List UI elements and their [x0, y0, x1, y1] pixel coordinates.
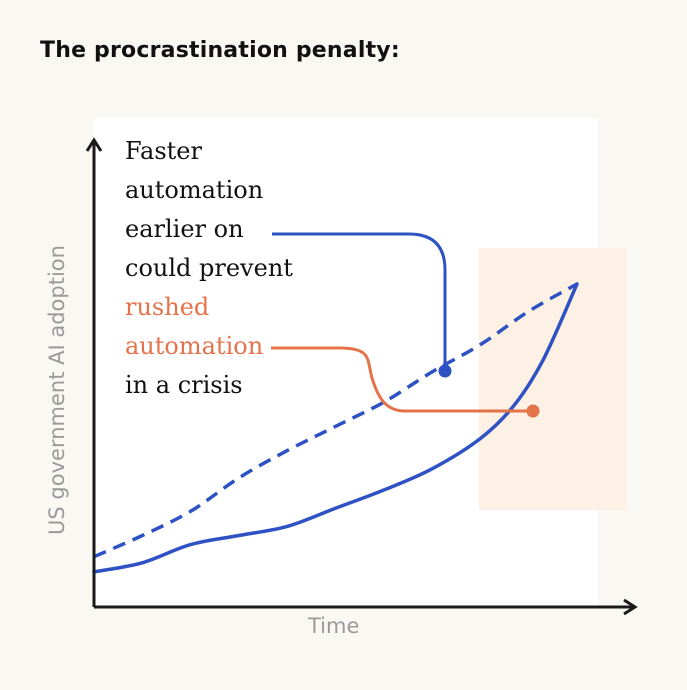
page-title: The procrastination penalty: [40, 38, 400, 63]
y-axis-arrow [85, 137, 103, 152]
annotation-line: Faster [125, 137, 202, 165]
y-axis-label: US government AI adoption [45, 245, 69, 535]
annotation-leader-blue [272, 232, 447, 371]
annotation-line-accent: rushed [125, 293, 210, 321]
crisis-highlight-region [479, 248, 627, 510]
annotation-line: in a crisis [125, 371, 243, 399]
annotation-line-accent: automation [125, 332, 264, 360]
axes [85, 137, 638, 616]
annotation-point-blue [438, 364, 452, 378]
x-axis-arrow [623, 598, 638, 616]
series-line-faster-automation [93, 282, 578, 559]
series-line-current-adoption [92, 282, 579, 574]
annotation-line: earlier on [125, 215, 244, 243]
annotation-line: automation [125, 176, 264, 204]
annotation-point-orange [526, 404, 540, 418]
x-axis-label: Time [308, 614, 360, 638]
annotation-leader-orange [271, 346, 533, 413]
annotation-text: Faster automation earlier on could preve… [125, 132, 293, 405]
annotation-line: could prevent [125, 254, 293, 282]
